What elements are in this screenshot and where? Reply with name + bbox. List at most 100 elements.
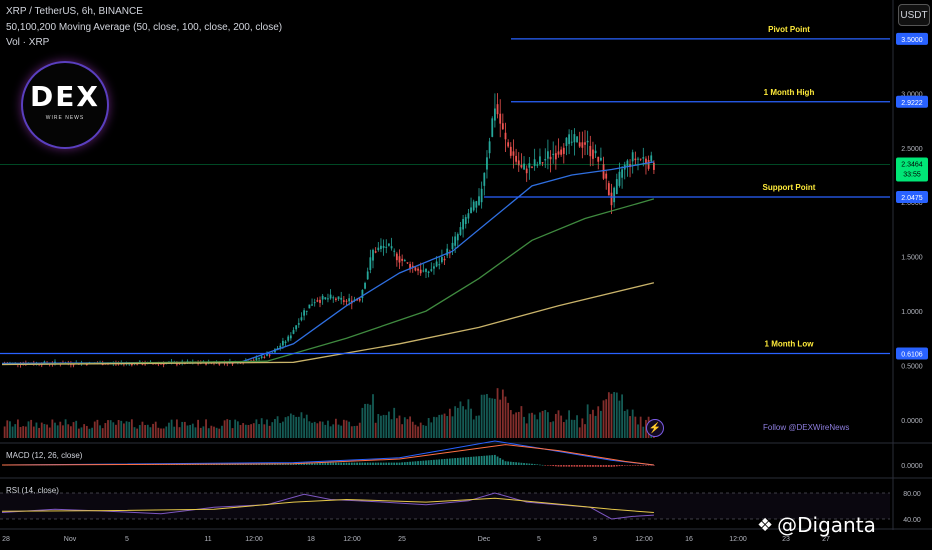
volume-bar (268, 425, 271, 438)
volume-bar (109, 420, 112, 438)
candle-body (366, 271, 369, 280)
volume-bar (578, 427, 581, 438)
volume-bar (319, 421, 321, 438)
volume-bar (533, 414, 536, 438)
volume-bar (398, 415, 401, 438)
volume-bar (276, 416, 279, 438)
volume-bar (141, 421, 144, 438)
volume-bar (234, 419, 237, 438)
currency-button[interactable]: USDT (898, 4, 930, 26)
candle-body (626, 160, 629, 167)
time-axis-tick-0: 28 (2, 536, 10, 543)
candle-body (409, 264, 411, 270)
candle-body (337, 296, 340, 300)
macd-hist-bar (329, 462, 332, 465)
volume-bar (27, 421, 30, 438)
volume-bar (589, 414, 592, 438)
candle-body (311, 304, 313, 306)
lightning-icon[interactable]: ⚡ (646, 419, 664, 437)
volume-bar (130, 419, 133, 438)
volume-bar (637, 424, 639, 438)
macd-hist-bar (568, 465, 570, 467)
macd-hist-bar (478, 456, 480, 465)
volume-bar (501, 389, 504, 438)
candle-body (483, 172, 486, 186)
macd-hist-bar (512, 462, 515, 465)
macd-hist-bar (374, 462, 377, 465)
candle-body (536, 164, 539, 166)
macd-hist-bar (581, 465, 584, 467)
candle-body (607, 183, 610, 196)
volume-bar (199, 427, 202, 438)
macd-hist-bar (443, 458, 446, 465)
volume-bar (345, 420, 348, 438)
volume-bar (231, 428, 234, 438)
candle-body (411, 265, 414, 268)
rsi-rsi-ma-line (1, 497, 654, 513)
candle-body (255, 357, 258, 361)
macd-hist-bar (629, 465, 631, 466)
candle-body (554, 153, 557, 160)
candle-body (348, 298, 351, 302)
macd-hist-bar (348, 462, 351, 465)
price-axis-tick-1: 0.5000 (901, 364, 923, 371)
watermark: ❖ @Diganta (757, 513, 876, 537)
volume-bar (144, 425, 146, 438)
macd-hist-bar (361, 462, 364, 465)
candle-body (573, 134, 576, 143)
level-tag-text-0: 3.5000 (901, 37, 923, 44)
candle-body (578, 142, 581, 147)
volume-bar (639, 416, 642, 438)
macd-hist-bar (438, 459, 441, 465)
macd-hist-bar (308, 462, 311, 465)
volume-bar (467, 399, 470, 438)
moving-average-legend: 50,100,200 Moving Average (50, close, 10… (6, 22, 283, 33)
volume-bar (642, 426, 645, 438)
volume-bar (104, 423, 107, 438)
candle-body (568, 134, 570, 145)
candle-body (602, 164, 605, 179)
candle-body (321, 295, 324, 300)
volume-bar (425, 425, 427, 438)
volume-bar (462, 406, 464, 438)
candle-body (462, 218, 464, 230)
volume-bar (125, 421, 128, 438)
macd-hist-bar (520, 462, 523, 465)
candle-body (372, 249, 374, 261)
time-axis-tick-15: 27 (822, 536, 830, 543)
volume-bar (289, 413, 292, 438)
volume-bar (19, 426, 22, 438)
candle-body (369, 257, 372, 270)
macd-hist-bar (483, 455, 486, 465)
candle-body (335, 298, 337, 300)
volume-bar (120, 420, 123, 438)
candle-body (642, 157, 645, 159)
macd-hist-bar (494, 454, 496, 465)
volume-bar (292, 414, 295, 438)
macd-hist-bar (618, 465, 621, 467)
volume-bar (557, 410, 560, 438)
macd-hist-bar (464, 457, 467, 465)
macd-hist-bar (623, 465, 626, 466)
volume-bar (544, 409, 547, 438)
macd-hist-bar (578, 465, 581, 467)
macd-hist-bar (647, 465, 650, 466)
candle-body (425, 268, 427, 272)
volume-bar (40, 422, 43, 438)
macd-title: MACD (12, 26, close) (6, 451, 83, 460)
volume-bar (350, 426, 353, 438)
volume-bar (327, 420, 329, 438)
volume-bar (594, 415, 597, 438)
candle-body (584, 142, 586, 145)
volume-bar (258, 424, 260, 438)
price-axis-tick-2: 1.0000 (901, 309, 923, 316)
macd-hist-bar (369, 462, 372, 465)
volume-bar (260, 418, 263, 438)
macd-hist-bar (605, 465, 608, 467)
rsi-band (0, 493, 890, 519)
volume-bar (475, 415, 478, 438)
logo-subtext: WIRE NEWS (45, 115, 85, 121)
volume-bar (271, 422, 274, 438)
macd-hist-bar (422, 460, 425, 465)
